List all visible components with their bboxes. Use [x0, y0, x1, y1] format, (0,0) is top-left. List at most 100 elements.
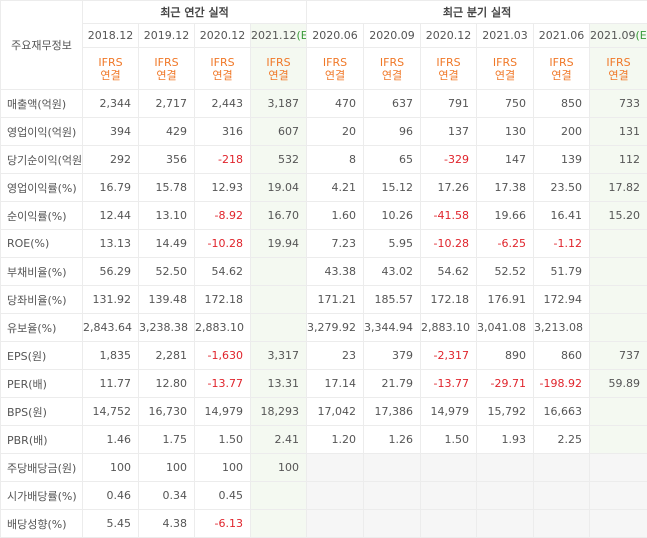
value-cell: 17.82	[590, 174, 647, 202]
value-cell: 1.93	[477, 426, 534, 454]
value-cell: 130	[477, 118, 534, 146]
quarterly-heading: 최근 분기 실적	[307, 1, 647, 24]
standard: IFRS	[251, 56, 306, 69]
value-cell: 750	[477, 90, 534, 118]
value-cell: 139	[534, 146, 590, 174]
value-cell: 737	[590, 342, 647, 370]
value-cell: 4.38	[139, 510, 195, 538]
value-cell: 56.29	[83, 258, 139, 286]
standard: IFRS	[139, 56, 194, 69]
period-header: 2021.06	[534, 24, 590, 48]
value-cell: 17.26	[421, 174, 477, 202]
value-cell: 100	[139, 454, 195, 482]
value-cell: 1,835	[83, 342, 139, 370]
value-cell: 470	[307, 90, 364, 118]
value-cell: -198.92	[534, 370, 590, 398]
value-cell: 16,730	[139, 398, 195, 426]
value-cell: 19.04	[251, 174, 307, 202]
period: 2020.12	[426, 29, 472, 42]
value-cell	[421, 510, 477, 538]
period-header: 2021.03	[477, 24, 534, 48]
value-cell: 5.45	[83, 510, 139, 538]
value-cell: 1.50	[421, 426, 477, 454]
value-cell	[421, 454, 477, 482]
value-cell	[251, 286, 307, 314]
value-cell: 15.78	[139, 174, 195, 202]
row-label: 부채비율(%)	[1, 258, 83, 286]
value-cell: 17.38	[477, 174, 534, 202]
value-cell: 51.79	[534, 258, 590, 286]
value-cell: 3,213.08	[534, 314, 590, 342]
value-cell: 131.92	[83, 286, 139, 314]
value-cell: 2,281	[139, 342, 195, 370]
value-cell	[307, 510, 364, 538]
value-cell: -10.28	[195, 230, 251, 258]
value-cell: 100	[251, 454, 307, 482]
header-title: 주요재무정보	[1, 1, 83, 90]
value-cell	[477, 454, 534, 482]
value-cell: 2,883.10	[195, 314, 251, 342]
value-cell: 13.31	[251, 370, 307, 398]
value-cell: 429	[139, 118, 195, 146]
value-cell: 4.21	[307, 174, 364, 202]
value-cell	[590, 510, 647, 538]
value-cell	[534, 454, 590, 482]
value-cell: 172.18	[195, 286, 251, 314]
value-cell: 850	[534, 90, 590, 118]
standard: IFRS	[307, 56, 363, 69]
value-cell: 23.50	[534, 174, 590, 202]
value-cell: 15.12	[364, 174, 421, 202]
value-cell: 54.62	[195, 258, 251, 286]
value-cell: 16.79	[83, 174, 139, 202]
period-header: 2020.12	[195, 24, 251, 48]
period: 2021.06	[539, 29, 585, 42]
value-cell: 100	[83, 454, 139, 482]
scope: 연결	[477, 69, 533, 82]
value-cell: 379	[364, 342, 421, 370]
value-cell: 1.20	[307, 426, 364, 454]
value-cell: 3,041.08	[477, 314, 534, 342]
period-header: 2020.06	[307, 24, 364, 48]
value-cell: -2,317	[421, 342, 477, 370]
value-cell: 1.26	[364, 426, 421, 454]
value-cell: 200	[534, 118, 590, 146]
scope: 연결	[364, 69, 420, 82]
value-cell: 2,344	[83, 90, 139, 118]
estimate-mark: (E)	[297, 29, 307, 42]
value-cell	[590, 314, 647, 342]
value-cell: 65	[364, 146, 421, 174]
value-cell: 14,979	[421, 398, 477, 426]
value-cell: 54.62	[421, 258, 477, 286]
row-label: 매출액(억원)	[1, 90, 83, 118]
value-cell: -6.13	[195, 510, 251, 538]
value-cell: 16,663	[534, 398, 590, 426]
standard: IFRS	[83, 56, 138, 69]
value-cell: -1.12	[534, 230, 590, 258]
scope: 연결	[421, 69, 476, 82]
value-cell: 0.45	[195, 482, 251, 510]
value-cell: 10.26	[364, 202, 421, 230]
value-cell: -41.58	[421, 202, 477, 230]
value-cell: -329	[421, 146, 477, 174]
value-cell: 131	[590, 118, 647, 146]
value-cell: 532	[251, 146, 307, 174]
value-cell: -10.28	[421, 230, 477, 258]
value-cell: 172.94	[534, 286, 590, 314]
